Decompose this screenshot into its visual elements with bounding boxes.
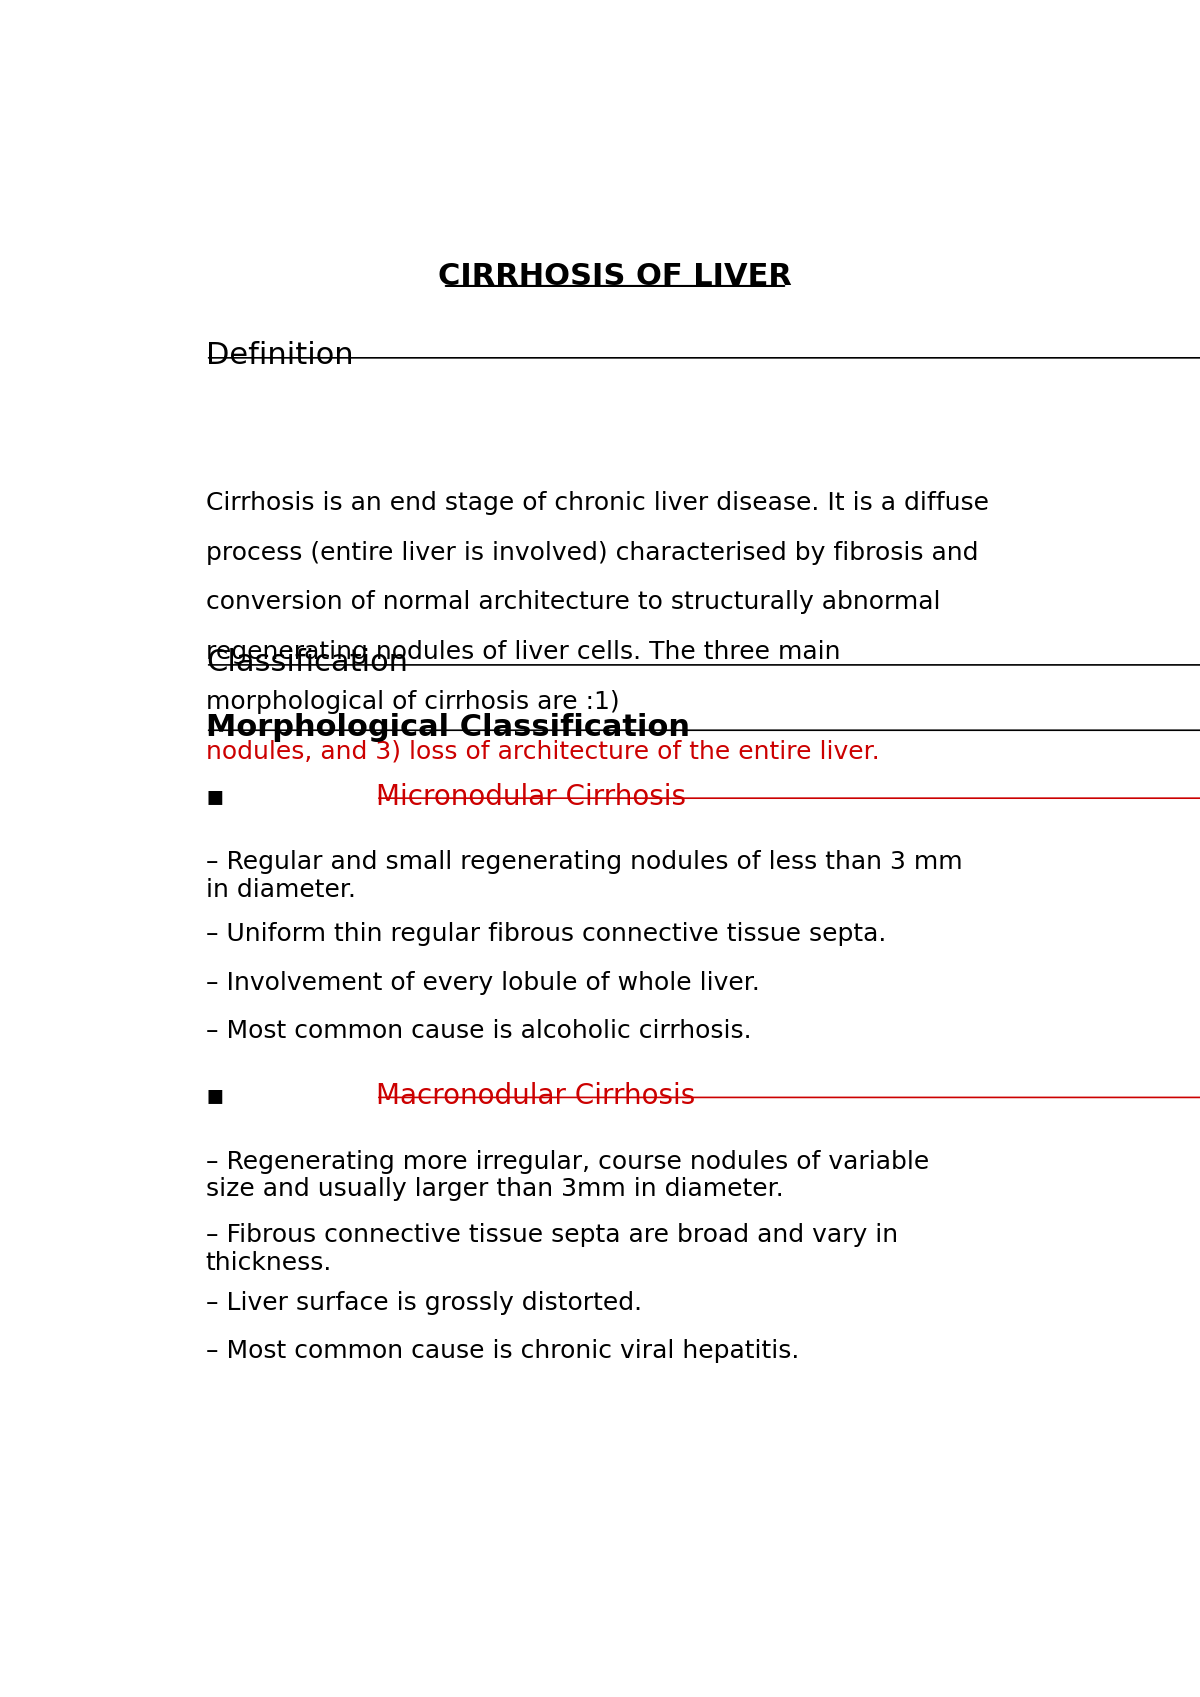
Text: Definition: Definition	[206, 341, 354, 370]
Text: – Regular and small regenerating nodules of less than 3 mm
in diameter.: – Regular and small regenerating nodules…	[206, 850, 962, 903]
Text: conversion of normal architecture to structurally abnormal: conversion of normal architecture to str…	[206, 591, 941, 614]
Text: – Regenerating more irregular, course nodules of variable
size and usually large: – Regenerating more irregular, course no…	[206, 1149, 929, 1201]
Text: – Most common cause is alcoholic cirrhosis.: – Most common cause is alcoholic cirrhos…	[206, 1018, 751, 1044]
Text: – Liver surface is grossly distorted.: – Liver surface is grossly distorted.	[206, 1291, 642, 1315]
Text: – Most common cause is chronic viral hepatitis.: – Most common cause is chronic viral hep…	[206, 1339, 799, 1363]
Text: CIRRHOSIS OF LIVER: CIRRHOSIS OF LIVER	[438, 263, 792, 292]
Text: Cirrhosis is an end stage of chronic liver disease. It is a diffuse: Cirrhosis is an end stage of chronic liv…	[206, 490, 989, 516]
Text: Classification: Classification	[206, 648, 408, 677]
Text: ▪: ▪	[206, 1081, 234, 1110]
Text: morphological of cirrhosis are :1): morphological of cirrhosis are :1)	[206, 689, 628, 714]
Text: regenerating nodules of liver cells. The three main: regenerating nodules of liver cells. The…	[206, 640, 840, 664]
Text: – Fibrous connective tissue septa are broad and vary in
thickness.: – Fibrous connective tissue septa are br…	[206, 1224, 898, 1274]
Text: – Uniform thin regular fibrous connective tissue septa.: – Uniform thin regular fibrous connectiv…	[206, 923, 886, 947]
Text: Micronodular Cirrhosis: Micronodular Cirrhosis	[376, 782, 686, 811]
Text: ▪: ▪	[206, 782, 234, 811]
Text: Macronodular Cirrhosis: Macronodular Cirrhosis	[376, 1081, 695, 1110]
Text: nodules, and 3) loss of architecture of the entire liver.: nodules, and 3) loss of architecture of …	[206, 740, 880, 764]
Text: process (entire liver is involved) characterised by fibrosis and: process (entire liver is involved) chara…	[206, 541, 978, 565]
Text: Morphological Classification: Morphological Classification	[206, 713, 690, 742]
Text: – Involvement of every lobule of whole liver.: – Involvement of every lobule of whole l…	[206, 971, 760, 994]
